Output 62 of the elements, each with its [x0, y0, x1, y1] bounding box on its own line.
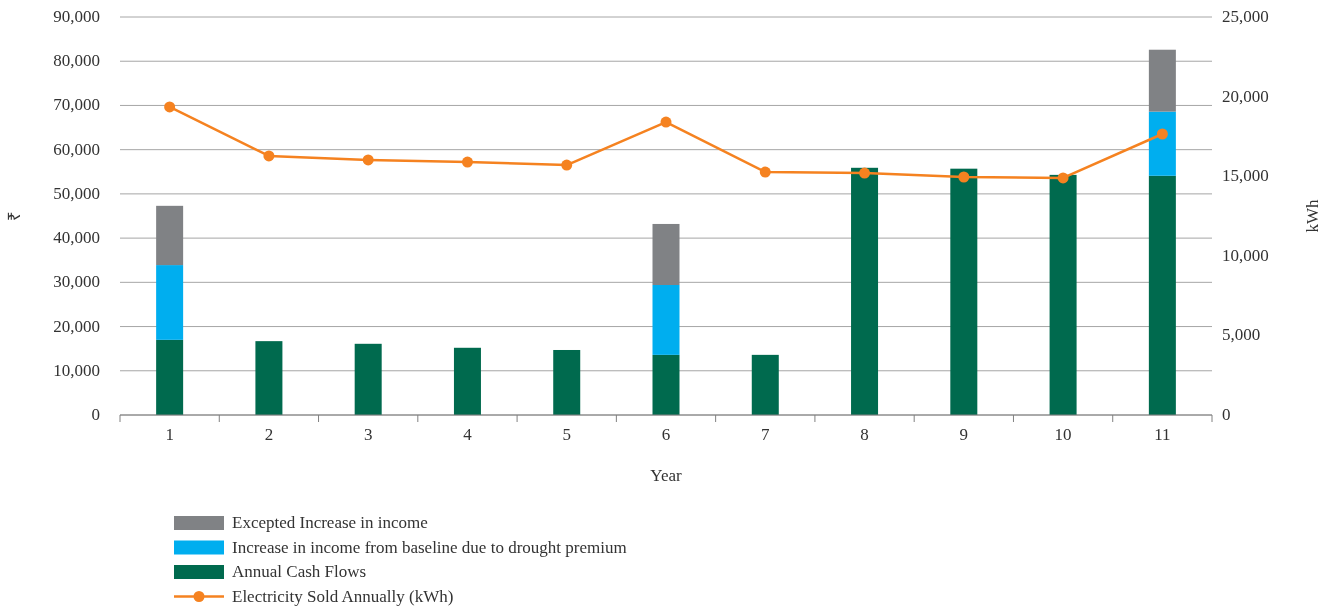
- y2-tick-label: 0: [1222, 405, 1231, 424]
- y-tick-label: 20,000: [53, 316, 100, 336]
- y-tick-label: 60,000: [53, 139, 100, 159]
- legend-label: Electricity Sold Annually (kWh): [232, 586, 454, 606]
- point: [164, 101, 176, 113]
- point: [958, 171, 970, 183]
- y-axis-title: ₹: [5, 211, 24, 221]
- bar: [950, 168, 978, 415]
- point: [759, 166, 771, 178]
- y2-tick-label: 20,000: [1222, 86, 1269, 106]
- bar: [553, 349, 581, 415]
- bar: [851, 167, 879, 415]
- point: [461, 156, 473, 168]
- y-tick-label: 50,000: [53, 183, 100, 203]
- y2-axis-title: kWh: [1303, 198, 1322, 233]
- y2-tick-label: 10,000: [1222, 245, 1269, 265]
- y-tick-label: 80,000: [53, 51, 100, 71]
- x-tick-label: 2: [264, 425, 274, 444]
- x-tick-label: 1: [165, 425, 174, 444]
- bar: [354, 343, 382, 415]
- legend-label: Increase in income from baseline due to drought premium: [232, 537, 627, 557]
- x-tick-label: 7: [761, 425, 771, 444]
- x-tick-label: 3: [363, 425, 373, 444]
- bar: [751, 354, 779, 415]
- x-tick-label: 5: [562, 425, 571, 444]
- x-tick-label: 6: [661, 425, 671, 444]
- bar: [652, 354, 680, 415]
- bar: [156, 265, 184, 340]
- x-tick-label: 10: [1054, 425, 1072, 444]
- y-tick-label: 10,000: [53, 360, 100, 380]
- y-tick-label: 90,000: [53, 7, 100, 26]
- bar: [652, 284, 680, 355]
- y-tick-label: 0: [91, 405, 100, 424]
- bar: [156, 205, 184, 266]
- bar: [1148, 111, 1176, 176]
- y-tick-label: 40,000: [53, 228, 100, 248]
- point: [859, 167, 871, 179]
- x-tick-label: 4: [463, 425, 473, 444]
- point: [561, 159, 573, 171]
- x-axis-title: Year: [650, 466, 682, 485]
- bar: [1049, 174, 1077, 415]
- x-tick-label: 9: [959, 425, 969, 444]
- bar: [255, 341, 283, 415]
- x-tick-label: 11: [1154, 425, 1171, 444]
- point: [1057, 172, 1069, 184]
- point: [660, 116, 672, 128]
- bar: [453, 347, 481, 415]
- y2-tick-label: 15,000: [1222, 166, 1269, 186]
- legend-label: Annual Cash Flows: [232, 562, 367, 581]
- point: [362, 154, 374, 166]
- point: [263, 150, 275, 162]
- y2-tick-label: 5,000: [1222, 325, 1261, 345]
- y-tick-label: 30,000: [53, 272, 100, 292]
- bar: [652, 223, 680, 285]
- y2-tick-label: 25,000: [1222, 7, 1269, 26]
- bar: [1148, 175, 1176, 415]
- bar: [156, 339, 184, 415]
- x-tick-label: 8: [860, 425, 869, 444]
- bar: [1148, 49, 1176, 112]
- point: [1156, 128, 1168, 140]
- y-tick-label: 70,000: [53, 95, 100, 115]
- legend-label: Excepted Increase in income: [232, 513, 428, 532]
